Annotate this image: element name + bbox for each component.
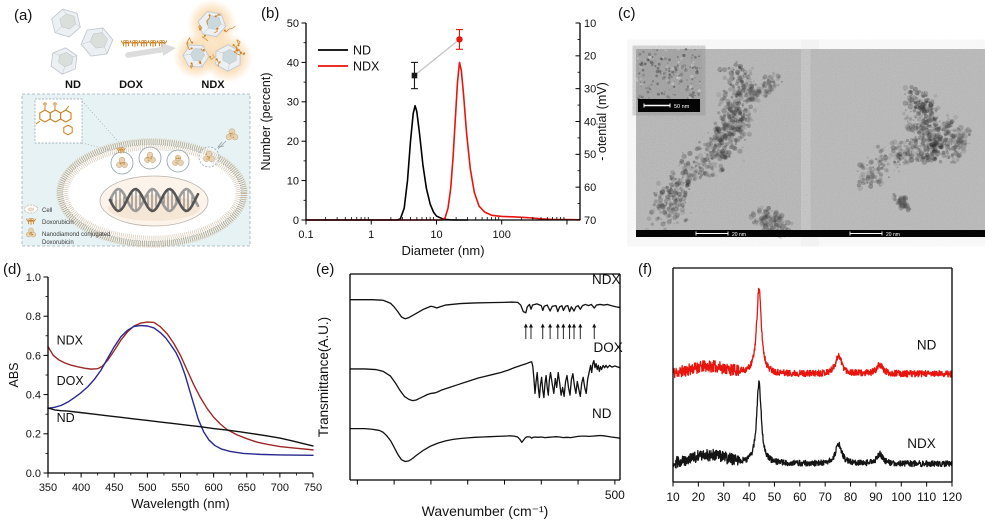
panel-a-label: (a) xyxy=(14,7,32,24)
legend-dox-label: Doxorubicin xyxy=(42,220,74,226)
svg-text:750: 750 xyxy=(304,482,322,494)
svg-text:100: 100 xyxy=(891,490,911,504)
svg-text:550: 550 xyxy=(171,482,189,494)
svg-text:700: 700 xyxy=(271,482,289,494)
svg-text:ND: ND xyxy=(592,406,612,421)
svg-text:500: 500 xyxy=(605,488,625,502)
svg-text:70: 70 xyxy=(584,215,596,227)
svg-text:450: 450 xyxy=(105,482,123,494)
svg-text:110: 110 xyxy=(917,490,936,504)
svg-text:DOX: DOX xyxy=(594,340,623,355)
panel-c-tem: (c) 50 nm 20 nm 20 nm xyxy=(618,5,985,240)
svg-text:120: 120 xyxy=(942,490,962,504)
svg-text:0.1: 0.1 xyxy=(298,229,313,241)
dox-label: DOX xyxy=(119,79,144,91)
svg-text:NDX: NDX xyxy=(592,272,621,287)
tem-right-scalebar: 20 nm xyxy=(810,230,985,238)
svg-text:40: 40 xyxy=(742,490,756,504)
svg-text:10: 10 xyxy=(584,18,596,30)
svg-text:0.8: 0.8 xyxy=(26,311,41,323)
svg-text:0.6: 0.6 xyxy=(26,350,41,362)
svg-text:Wavenumber (cm⁻¹): Wavenumber (cm⁻¹) xyxy=(422,503,549,519)
svg-text:350: 350 xyxy=(39,482,57,494)
svg-text:60: 60 xyxy=(584,182,596,194)
tem-left-scalebar: 20 nm xyxy=(636,230,810,238)
right-scalebar-label: 20 nm xyxy=(886,232,900,238)
svg-text:600: 600 xyxy=(204,482,222,494)
tem-right-image xyxy=(809,49,985,237)
svg-text:20: 20 xyxy=(287,136,299,148)
svg-text:50: 50 xyxy=(287,18,299,30)
svg-text:DOX: DOX xyxy=(57,374,85,388)
panel-b-chart: (b) 0.1 1 10 100 0 10 20 30 40 50 10 20 30 40 50 60 70 Di… xyxy=(259,5,609,258)
legend-ndx-label-line2: Doxorubicin xyxy=(42,240,74,246)
tem-left-image xyxy=(635,47,810,240)
svg-text:100: 100 xyxy=(493,229,511,241)
svg-text:60: 60 xyxy=(793,490,807,504)
svg-text:ND: ND xyxy=(57,411,75,425)
svg-text:Number (percent): Number (percent) xyxy=(259,73,273,171)
svg-text:10: 10 xyxy=(430,229,442,241)
panel-a-schematic: (a) ND DOX NDX Cell Doxorubicin Nanodiam… xyxy=(14,0,253,248)
svg-text:30: 30 xyxy=(584,84,596,96)
legend-ndx-label-line1: Nanodiamond conjugated xyxy=(42,232,110,238)
svg-text:0.0: 0.0 xyxy=(26,468,41,480)
svg-text:1: 1 xyxy=(368,229,374,241)
tem-inset-scalebar: 50 nm xyxy=(638,99,700,112)
svg-text:30: 30 xyxy=(717,490,731,504)
svg-text:80: 80 xyxy=(844,490,858,504)
svg-text:50: 50 xyxy=(584,149,596,161)
svg-text:Transmittance(A.U.): Transmittance(A.U.) xyxy=(316,317,331,437)
panel-e-label: (e) xyxy=(316,261,334,278)
svg-text:0.2: 0.2 xyxy=(26,429,41,441)
panel-f-chart: (f) 10 20 30 40 50 60 70 80 90 100 110 120 ND NDX xyxy=(638,261,962,504)
svg-text:650: 650 xyxy=(238,482,256,494)
svg-text:0: 0 xyxy=(293,215,299,227)
svg-text:NDX: NDX xyxy=(57,334,84,348)
legend-cell-label: Cell xyxy=(42,208,52,214)
svg-text:40: 40 xyxy=(287,57,299,69)
svg-text:NDX: NDX xyxy=(353,60,380,74)
svg-text:50: 50 xyxy=(768,490,782,504)
svg-text:ABS: ABS xyxy=(7,362,21,387)
inset-scalebar-label: 50 nm xyxy=(674,104,690,110)
panel-c-label: (c) xyxy=(618,5,636,22)
panel-f-label: (f) xyxy=(638,261,652,278)
nd-label: ND xyxy=(65,79,81,91)
svg-text:- otential (mV): - otential (mV) xyxy=(595,82,609,161)
svg-text:70: 70 xyxy=(819,490,833,504)
svg-text:0.4: 0.4 xyxy=(26,389,41,401)
svg-text:Diameter (nm): Diameter (nm) xyxy=(401,243,484,258)
svg-text:ND: ND xyxy=(917,337,937,352)
schematic-legend: Cell Doxorubicin Nanodiamond conjugated … xyxy=(42,208,110,246)
svg-text:30: 30 xyxy=(287,97,299,109)
left-scalebar-label: 20 nm xyxy=(732,232,746,238)
svg-text:20: 20 xyxy=(692,490,706,504)
svg-text:Wavelength (nm): Wavelength (nm) xyxy=(131,496,230,511)
svg-text:500: 500 xyxy=(138,482,156,494)
panel-e-chart: (e) 500 Wavenumber (cm⁻¹) Transmittance(A.… xyxy=(316,261,625,519)
svg-text:10: 10 xyxy=(287,175,299,187)
svg-text:NDX: NDX xyxy=(907,436,936,451)
panel-d-label: (d) xyxy=(3,261,21,278)
svg-text:90: 90 xyxy=(869,490,883,504)
panel-d-chart: (d) 350 400 450 500 550 600 650 700 750 0.0 0.2 0.4… xyxy=(3,261,322,511)
svg-text:40: 40 xyxy=(584,116,596,128)
ndx-label: NDX xyxy=(201,79,225,91)
svg-text:400: 400 xyxy=(72,482,90,494)
schematic-art xyxy=(21,0,253,248)
panel-b-label: (b) xyxy=(261,5,279,22)
svg-text:20: 20 xyxy=(584,51,596,63)
svg-text:10: 10 xyxy=(666,490,680,504)
svg-text:ND: ND xyxy=(353,44,371,58)
svg-text:1.0: 1.0 xyxy=(26,272,41,284)
